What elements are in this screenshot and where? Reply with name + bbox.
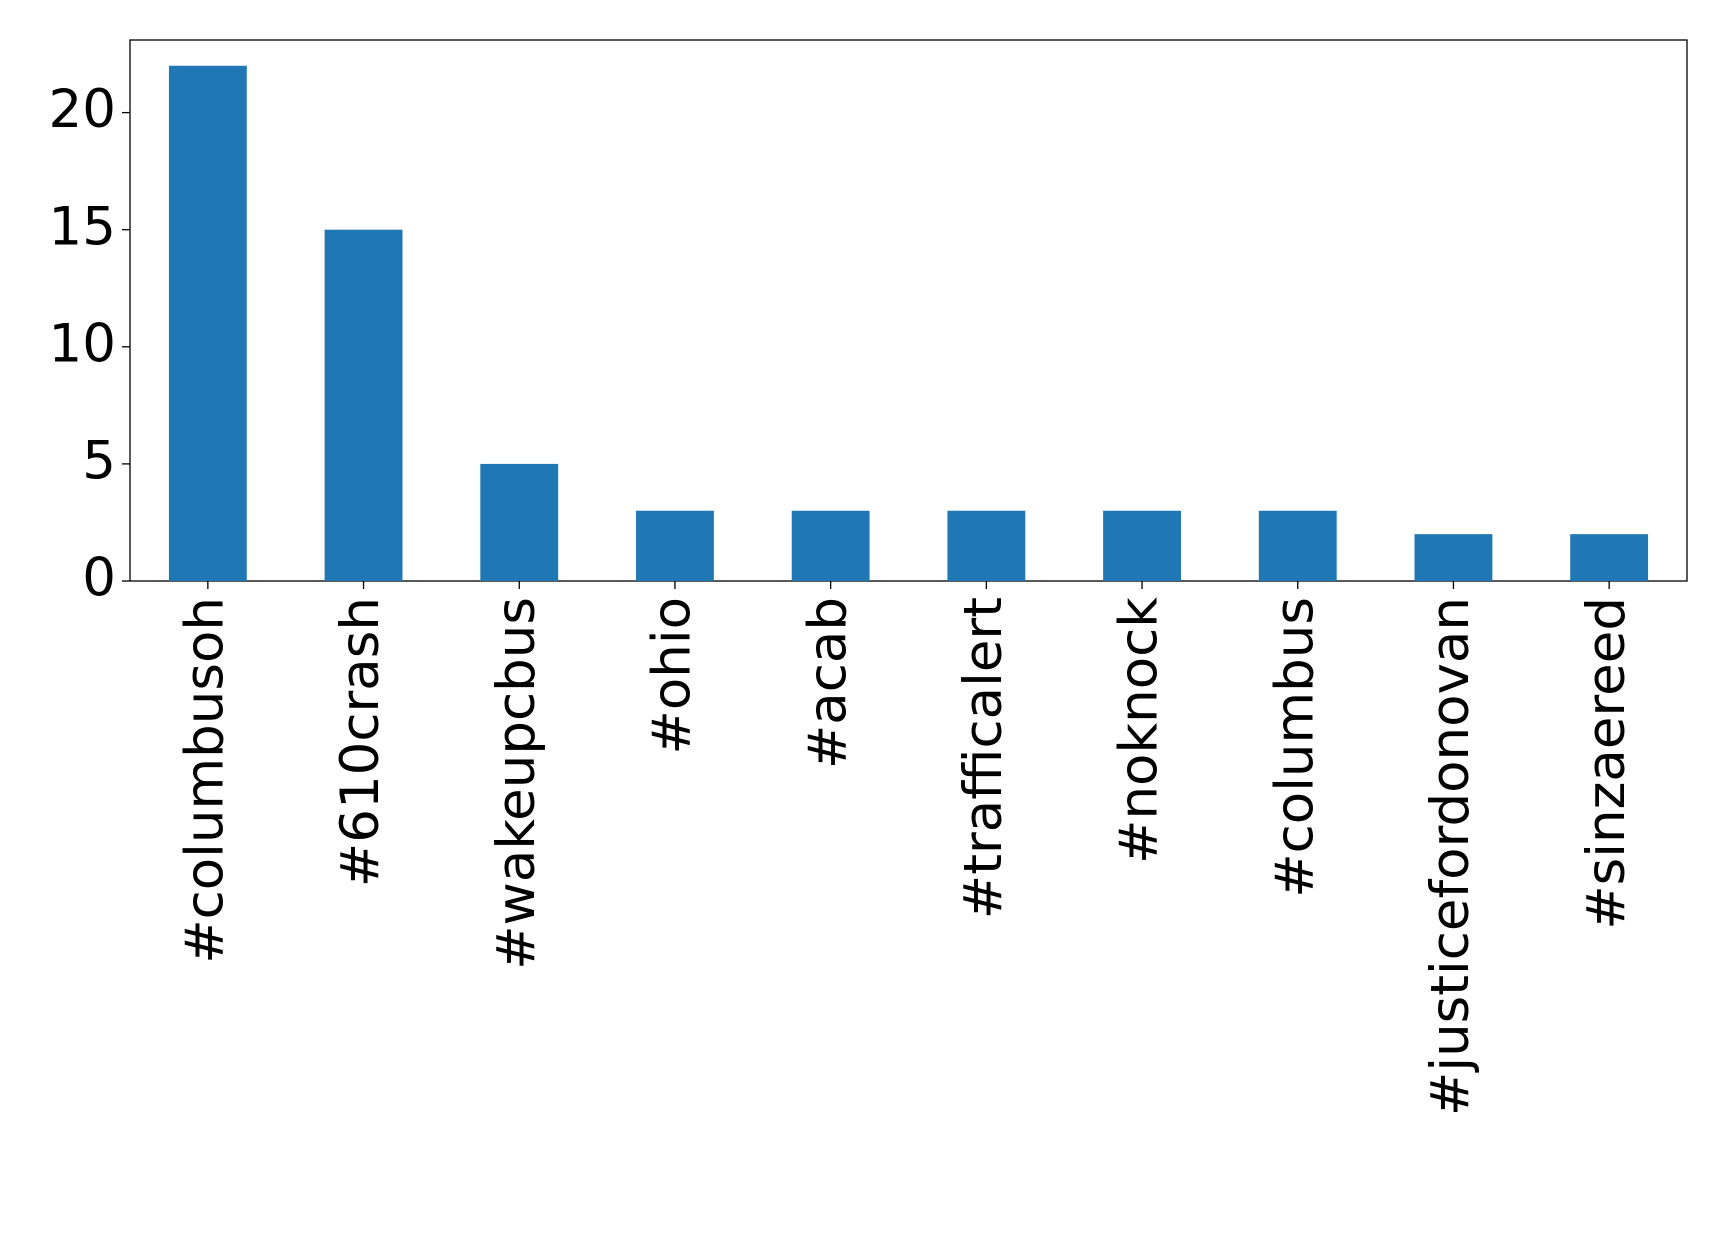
plot-frame	[129, 39, 1688, 582]
x-tick-label: #sinzaereed	[1576, 597, 1637, 930]
bar	[791, 510, 870, 581]
y-tick-label: 20	[49, 79, 116, 140]
y-tick-label: 10	[49, 313, 116, 374]
x-tick-label: #wakeupcbus	[486, 597, 547, 970]
x-tick-label: #ohio	[642, 597, 703, 755]
x-tick-label: #trafficalert	[953, 597, 1014, 919]
bar	[1258, 510, 1337, 581]
bar	[1103, 510, 1181, 581]
y-tick-label: 15	[49, 196, 116, 257]
x-tick-label: #noknock	[1109, 597, 1170, 864]
bar	[480, 463, 559, 581]
x-tick-label: #justicefordonovan	[1420, 597, 1481, 1116]
bar	[1570, 534, 1649, 581]
bar	[636, 510, 714, 581]
x-tick-label: #acab	[797, 597, 858, 769]
y-tick-label: 5	[82, 431, 116, 492]
y-tick-label: 0	[82, 548, 116, 609]
bar	[324, 229, 403, 581]
x-tick-label: #610crash	[330, 597, 391, 887]
bar	[168, 65, 247, 581]
bar	[1414, 534, 1493, 581]
x-tick-label: #columbus	[1264, 597, 1325, 898]
bar	[947, 510, 1026, 581]
x-tick-label: #columbusoh	[174, 597, 235, 964]
